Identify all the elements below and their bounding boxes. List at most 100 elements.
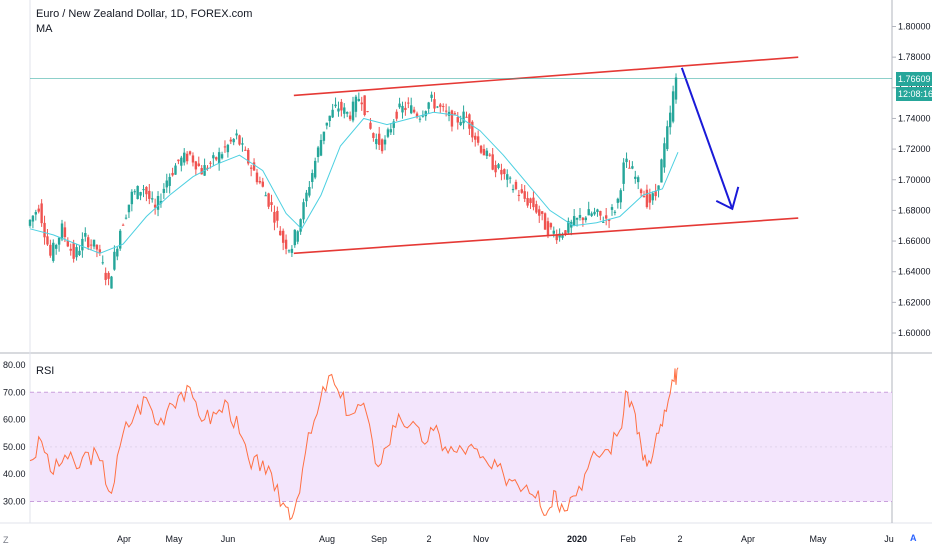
candle-body (538, 209, 541, 216)
candle-body (281, 230, 285, 243)
candle-body (212, 155, 215, 159)
candle-body (669, 112, 672, 128)
candle-body (244, 149, 247, 151)
candle-body (345, 112, 349, 114)
zoom-corner-label[interactable]: Z (3, 535, 9, 545)
time-tick-label: Sep (371, 534, 387, 544)
candle-body (351, 101, 355, 121)
candle-body (482, 148, 486, 156)
candle-body (631, 166, 634, 169)
candle-body (92, 239, 96, 247)
candle-body (578, 214, 582, 218)
candle-body (561, 235, 564, 238)
candle-body (267, 193, 270, 207)
candle-body (305, 192, 308, 202)
channel-lower-line[interactable] (293, 217, 799, 255)
auto-scale-label[interactable]: A (910, 533, 917, 543)
candle-body (412, 109, 416, 113)
candle-body (331, 109, 334, 118)
candle-body (124, 217, 128, 219)
price-tick-label: 1.72000 (898, 144, 931, 154)
price-tick-label: 1.78000 (898, 52, 931, 62)
forecast-arrow[interactable] (680, 67, 734, 210)
candle-body (287, 250, 291, 252)
candle-body (107, 272, 110, 279)
candle-body (488, 154, 491, 156)
candle-body (194, 161, 198, 170)
candle-body (273, 211, 276, 223)
candle-body (372, 133, 375, 138)
candle-body (604, 215, 608, 219)
price-tick-label: 1.70000 (898, 175, 931, 185)
candle-body (95, 244, 99, 250)
candle-body (133, 191, 136, 193)
candle-body (485, 150, 489, 156)
candle-body (89, 244, 93, 246)
candle-body (113, 251, 116, 270)
candle-body (549, 223, 553, 228)
ma-legend[interactable]: MA (36, 23, 53, 35)
candle-body (229, 139, 232, 142)
candle-body (46, 236, 49, 245)
candle-body (159, 200, 163, 204)
candle-body (404, 107, 407, 111)
candle-body (450, 110, 454, 127)
candle-body (276, 210, 279, 221)
candle-body (343, 107, 346, 114)
candle-body (520, 189, 523, 193)
candle-body (188, 151, 192, 155)
candle-body (226, 144, 230, 153)
price-axis[interactable]: 1.800001.780001.760001.740001.720001.700… (892, 22, 931, 339)
forecast-arrow-head[interactable] (715, 186, 740, 211)
candle-body (130, 191, 134, 205)
candle-body (142, 189, 145, 191)
candle-body (389, 129, 393, 133)
candle-body (532, 197, 535, 208)
candle-body (110, 276, 113, 289)
drawing-annotations[interactable] (30, 56, 892, 255)
rsi-axis[interactable]: 80.00 70.00 60.00 50.00 40.00 30.00 (3, 360, 26, 507)
time-axis[interactable]: Apr May Jun Aug Sep 2 Nov 2020 Feb 2 Apr May Ju (117, 534, 894, 544)
candle-body (319, 140, 323, 156)
ma-line (29, 111, 679, 254)
bar-countdown-tag: 12:08:16 (896, 87, 932, 101)
channel-upper-line[interactable] (293, 56, 799, 97)
rsi-legend[interactable]: RSI (36, 365, 55, 377)
candle-body (375, 139, 378, 145)
rsi-tick-label: 70.00 (3, 387, 26, 397)
candle-body (78, 250, 81, 256)
candle-body (462, 111, 465, 124)
candle-body (174, 165, 177, 175)
candle-body (599, 210, 602, 216)
price-tick-label: 1.68000 (898, 205, 931, 215)
candle-body (628, 167, 631, 169)
candle-body (613, 211, 617, 213)
candle-body (654, 191, 657, 197)
candle-body (418, 118, 422, 120)
candle-body (607, 219, 611, 221)
candle-body (596, 209, 599, 212)
time-tick-label: Jun (221, 534, 236, 544)
candle-body (447, 111, 451, 116)
candle-body (575, 217, 579, 220)
candle-body (474, 135, 477, 140)
candle-body (415, 113, 419, 118)
candle-body (360, 102, 363, 105)
candle-body (75, 247, 78, 258)
candle-body (325, 122, 329, 126)
candle-body (98, 249, 102, 253)
candle-body (156, 195, 160, 210)
candle-body (546, 221, 550, 236)
candle-body (168, 176, 171, 186)
candle-body (191, 155, 195, 163)
candle-body (322, 131, 326, 141)
candle-body (284, 239, 288, 249)
candle-body (610, 207, 614, 210)
candle-body (311, 173, 314, 182)
candle-body (334, 104, 337, 107)
candle-body (223, 146, 227, 148)
candle-body (634, 176, 637, 179)
candle-body (215, 157, 218, 160)
candle-body (616, 198, 620, 203)
